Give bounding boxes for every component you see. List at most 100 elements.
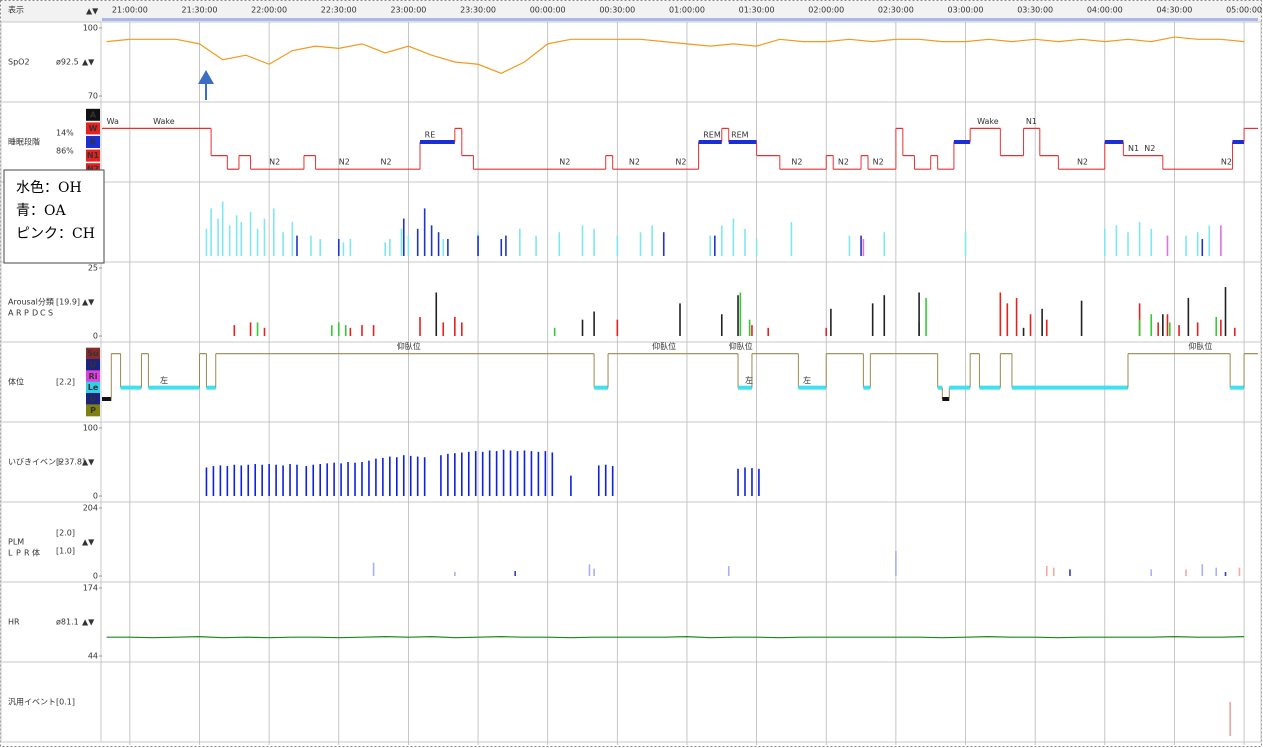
event-bar	[272, 208, 275, 256]
annotation: Wake	[153, 117, 175, 126]
time-tick-label: 23:30:00	[460, 6, 496, 15]
event-bar	[544, 451, 547, 496]
event-bar	[249, 322, 252, 336]
event-bar	[312, 464, 315, 496]
event-bar	[1069, 569, 1071, 576]
event-bar	[495, 451, 498, 496]
code-letter: C	[40, 309, 46, 318]
sort-arrows[interactable]: ▲▼	[86, 7, 99, 16]
legend-box	[3, 169, 105, 264]
level-label: U	[90, 361, 97, 370]
event-bar	[758, 468, 760, 496]
event-bar	[254, 464, 257, 496]
scroll-bar[interactable]	[102, 18, 1258, 21]
event-bar	[744, 467, 746, 496]
panel-label: SpO2	[8, 58, 30, 67]
event-bar	[925, 297, 927, 336]
event-bar	[228, 225, 231, 256]
event-bar	[437, 232, 440, 256]
annotation: N2	[873, 158, 884, 167]
event-bar	[537, 451, 540, 496]
panel-arrows[interactable]: ▲▼	[82, 538, 95, 547]
panel-label: 体位	[8, 377, 24, 387]
event-bar	[514, 571, 516, 576]
panel-frame	[0, 581, 1262, 663]
y-tick-label: 0	[93, 332, 98, 341]
time-tick-label: 02:00:00	[808, 6, 844, 15]
panel-label: 汎用イベント	[8, 698, 56, 707]
event-bar	[221, 201, 224, 256]
menu[interactable]: 表示	[8, 5, 24, 15]
event-bar	[593, 311, 595, 336]
level-label: W	[89, 124, 98, 133]
event-bar	[1138, 222, 1141, 256]
legend-entry: 青：OA	[16, 203, 66, 219]
panel-frame	[0, 501, 1262, 583]
event-bar	[396, 457, 398, 496]
time-tick-label: 22:30:00	[321, 6, 357, 15]
annotation: N2	[838, 158, 849, 167]
panel-stat: [2.2]	[56, 378, 75, 387]
event-bar	[442, 322, 445, 336]
event-bar	[1201, 239, 1204, 256]
annotation: N2	[269, 158, 280, 167]
event-bar	[342, 242, 345, 256]
event-bar	[1215, 567, 1218, 576]
event-bar	[481, 451, 484, 496]
y-tick-label: 44	[88, 652, 98, 661]
event-bar	[349, 239, 352, 256]
event-bar	[205, 467, 208, 496]
event-bar	[1201, 564, 1204, 576]
event-bar	[727, 566, 730, 576]
event-bar	[423, 457, 426, 496]
event-bar	[1233, 327, 1236, 336]
event-bar	[389, 239, 391, 256]
panel-arrows[interactable]: ▲▼	[82, 298, 95, 307]
event-bar	[597, 465, 600, 496]
event-bar	[263, 218, 266, 256]
event-bar	[340, 463, 342, 496]
event-bar	[1015, 297, 1018, 336]
event-bar	[477, 235, 479, 256]
event-bar	[553, 327, 556, 336]
event-bar	[1168, 322, 1171, 336]
event-bar	[1187, 297, 1190, 336]
event-bar	[256, 322, 259, 336]
event-bar	[268, 464, 270, 496]
event-bar	[282, 465, 284, 496]
event-bar	[1185, 235, 1187, 256]
panel-arrows[interactable]: ▲▼	[82, 58, 95, 67]
event-bar	[219, 465, 222, 496]
event-bar	[372, 562, 375, 576]
panel-frame	[0, 421, 1262, 503]
event-bar	[895, 551, 897, 576]
event-bar	[918, 292, 920, 336]
event-bar	[1150, 314, 1153, 336]
y-tick-label: 0	[93, 492, 98, 501]
panel-arrows[interactable]: ▲▼	[82, 458, 95, 467]
event-bar	[337, 322, 340, 336]
time-tick-label: 23:00:00	[390, 6, 426, 15]
annotation: N2	[559, 158, 570, 167]
annotation: 仰臥位	[397, 341, 421, 351]
time-tick-label: 01:30:00	[739, 6, 775, 15]
event-bar	[1224, 287, 1227, 336]
event-bar	[616, 319, 619, 336]
panel-stat: ø81.1	[56, 618, 79, 627]
panel-stat: 14%	[56, 129, 74, 138]
event-bar	[382, 457, 384, 496]
annotation: N2	[1221, 158, 1232, 167]
annotation: N2	[675, 158, 686, 167]
level-box	[86, 404, 100, 417]
event-bar	[530, 451, 533, 496]
panel-arrows[interactable]: ▲▼	[82, 618, 95, 627]
level-box	[86, 359, 100, 371]
event-bar	[535, 235, 537, 256]
annotation: 仰臥位	[1188, 341, 1212, 351]
annotation: N2	[381, 158, 392, 167]
time-tick-label: 02:30:00	[878, 6, 914, 15]
event-bar	[249, 211, 252, 256]
event-bar	[581, 319, 584, 336]
event-bar	[1220, 225, 1222, 256]
